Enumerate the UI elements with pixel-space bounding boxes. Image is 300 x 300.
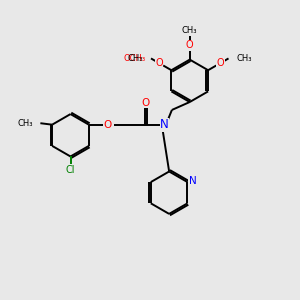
Text: N: N xyxy=(160,118,169,131)
Text: OCH₃: OCH₃ xyxy=(124,54,146,63)
Text: N: N xyxy=(189,176,197,186)
Text: CH₃: CH₃ xyxy=(237,54,252,63)
Text: O: O xyxy=(217,58,224,68)
Text: CH₃: CH₃ xyxy=(127,54,143,63)
Text: O: O xyxy=(186,40,194,50)
Text: O: O xyxy=(155,58,163,68)
Text: CH₃: CH₃ xyxy=(17,119,33,128)
Text: CH₃: CH₃ xyxy=(182,26,197,35)
Text: O: O xyxy=(103,120,112,130)
Text: Cl: Cl xyxy=(66,165,75,175)
Text: O: O xyxy=(141,98,149,108)
